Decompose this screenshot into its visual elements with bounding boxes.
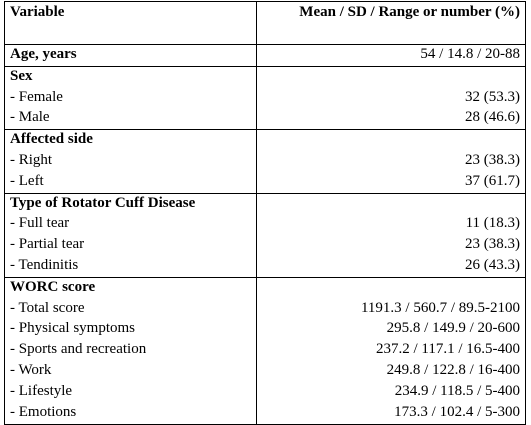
row-label: - Partial tear (10, 236, 85, 253)
row-divider (4, 44, 526, 45)
section-heading: Sex (10, 67, 33, 84)
row-label: - Male (10, 109, 50, 126)
row-value: 1191.3 / 560.7 / 89.5-2100 (360, 299, 520, 316)
section-heading: WORC score (10, 278, 96, 295)
row-divider (4, 65, 526, 67)
row-label: - Sports and recreation (10, 341, 147, 358)
row-label: - Right (10, 152, 53, 168)
row-divider (4, 276, 526, 278)
column-divider (256, 1, 257, 425)
row-value: 295.8 / 149.9 / 20-600 (386, 320, 520, 337)
row-label: - Female (10, 88, 63, 105)
row-divider (4, 129, 526, 131)
row-value: 249.8 / 122.8 / 16-400 (386, 362, 520, 378)
row-divider (4, 192, 526, 194)
row-value: 37 (61.7) (465, 172, 520, 189)
row-label: - Emotions (10, 403, 77, 420)
row-label: - Lifestyle (10, 382, 73, 399)
row-value: 11 (18.3) (465, 215, 520, 232)
row-value: 234.9 / 118.5 / 5-400 (394, 382, 520, 399)
row-label: - Total score (10, 299, 85, 316)
row-label: - Full tear (10, 215, 70, 232)
section-heading: Age, years (10, 46, 77, 62)
row-value: 32 (53.3) (465, 88, 520, 105)
table-border (4, 1, 526, 425)
row-label: - Tendinitis (10, 257, 79, 273)
row-value: 23 (38.3) (465, 236, 520, 253)
row-value: 237.2 / 117.1 / 16.5-400 (375, 341, 520, 358)
row-value: 26 (43.3) (465, 257, 520, 273)
row-value: 28 (46.6) (465, 109, 520, 126)
section-heading: Type of Rotator Cuff Disease (10, 194, 196, 211)
header-cell: Mean / SD / Range or number (%) (299, 4, 520, 20)
row-value: 23 (38.3) (465, 152, 520, 168)
row-label: - Left (10, 172, 44, 189)
section-heading: Affected side (10, 131, 93, 148)
row-label: - Work (10, 362, 52, 378)
header-cell: Variable (10, 4, 65, 20)
row-label: - Physical symptoms (10, 320, 136, 337)
row-value: 173.3 / 102.4 / 5-300 (394, 403, 520, 420)
section-value: 54 / 14.8 / 20-88 (420, 46, 520, 62)
